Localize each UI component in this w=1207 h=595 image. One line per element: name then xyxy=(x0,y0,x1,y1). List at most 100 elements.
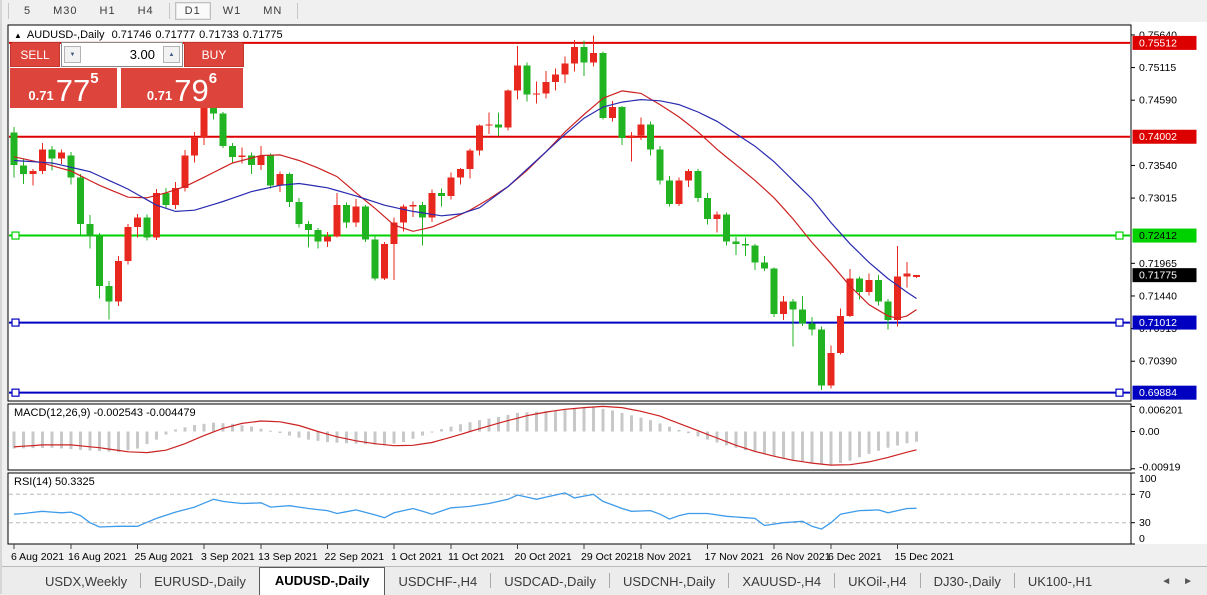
tab-xauusd-h4[interactable]: XAUUSD-,H4 xyxy=(742,574,822,589)
svg-text:0.73015: 0.73015 xyxy=(1139,193,1177,205)
price-level-lines[interactable] xyxy=(9,41,1130,397)
tab-eurusd-daily[interactable]: EURUSD-,Daily xyxy=(154,574,246,589)
svg-text:1 Oct 2021: 1 Oct 2021 xyxy=(391,551,443,563)
moving-average-lines xyxy=(13,90,917,319)
svg-text:0.74590: 0.74590 xyxy=(1139,95,1177,107)
ma-slow-blue xyxy=(13,98,917,300)
rsi-panel: 100 70 30 0 RSI(14) 50.3325 xyxy=(9,472,1157,545)
svg-text:17 Nov 2021: 17 Nov 2021 xyxy=(705,551,765,563)
ohlc-close: 0.71775 xyxy=(242,29,283,41)
svg-text:11 Oct 2021: 11 Oct 2021 xyxy=(448,551,505,563)
ohlc-low: 0.71733 xyxy=(199,29,239,41)
toolbar-separator xyxy=(8,3,9,19)
tab-audusd-daily[interactable]: AUDUSD-,Daily xyxy=(258,567,386,595)
svg-text:0.71775: 0.71775 xyxy=(1139,270,1177,282)
svg-text:0.71440: 0.71440 xyxy=(1139,290,1177,302)
price-axis-chips: 0.75512 0.74002 0.72412 0.71012 0.69884 0.717… xyxy=(1132,35,1197,400)
svg-text:-0.00919: -0.00919 xyxy=(1139,462,1181,474)
svg-text:13 Sep 2021: 13 Sep 2021 xyxy=(258,551,318,563)
svg-text:0.74002: 0.74002 xyxy=(1139,131,1177,143)
buy-price-big: 79 xyxy=(174,73,209,109)
sell-price-sup: 5 xyxy=(90,70,99,87)
buy-price-display[interactable]: 0.71 79 6 xyxy=(121,68,243,108)
svg-text:29 Oct 2021: 29 Oct 2021 xyxy=(581,551,638,563)
timeframe-toolbar: 5 M30 H1 H4 D1 W1 MN xyxy=(2,0,1207,23)
svg-text:0.71012: 0.71012 xyxy=(1139,317,1177,329)
tabs-scroll-right-icon[interactable]: ► xyxy=(1183,575,1193,587)
current-price-chip xyxy=(1132,268,1197,283)
ohlc-high: 0.71777 xyxy=(155,29,196,41)
tab-separator xyxy=(834,573,836,588)
collapse-triangle-icon[interactable]: ▲ xyxy=(14,31,22,40)
svg-text:70: 70 xyxy=(1139,489,1151,501)
tabs-scroll-left-icon[interactable]: ◄ xyxy=(1161,575,1172,587)
timeframe-button-5[interactable]: 5 xyxy=(14,2,41,20)
svg-text:22 Sep 2021: 22 Sep 2021 xyxy=(325,551,385,563)
svg-text:RSI(14) 50.3325: RSI(14) 50.3325 xyxy=(14,476,95,488)
ohlc-open: 0.71746 xyxy=(111,29,152,41)
macd-panel: 0.006201 0.00 -0.00919 MACD(12,26,9) -0.002… xyxy=(12,405,1183,474)
chart-title: ▲ AUDUSD-,Daily 0.71746 0.71777 0.71733 0.71… xyxy=(14,29,287,41)
svg-text:0.00: 0.00 xyxy=(1139,426,1160,438)
svg-text:MACD(12,26,9) -0.002543 -0.004: MACD(12,26,9) -0.002543 -0.004479 xyxy=(14,407,196,419)
timeframe-button-w1[interactable]: W1 xyxy=(213,2,252,20)
tab-usdchf-h4[interactable]: USDCHF-,H4 xyxy=(398,574,478,589)
buy-price-sup: 6 xyxy=(208,70,218,87)
tab-ukoil-h4[interactable]: UKOil-,H4 xyxy=(848,574,907,589)
tab-separator xyxy=(140,573,142,588)
svg-text:0: 0 xyxy=(1139,533,1145,545)
svg-text:26 Nov 2021: 26 Nov 2021 xyxy=(771,551,831,563)
tab-usdcnh-daily[interactable]: USDCNH-,Daily xyxy=(622,574,716,589)
svg-text:0.71965: 0.71965 xyxy=(1139,258,1177,270)
chart-stage[interactable]: 0.75640 0.75115 0.74590 0.73540 0.73015 0.719… xyxy=(2,22,1207,566)
svg-text:3 Sep 2021: 3 Sep 2021 xyxy=(201,551,255,563)
svg-text:100: 100 xyxy=(1139,473,1157,485)
svg-text:16 Aug 2021: 16 Aug 2021 xyxy=(68,551,127,563)
svg-text:0.006201: 0.006201 xyxy=(1139,405,1183,417)
volume-spinner[interactable]: ▼ 3.00 ▲ xyxy=(61,42,183,67)
volume-increase-button[interactable]: ▲ xyxy=(163,46,180,63)
svg-text:0.69884: 0.69884 xyxy=(1139,387,1177,399)
one-click-trading-panel: SELL ▼ 3.00 ▲ BUY 0.71 77 5 0.71 79 6 xyxy=(10,42,244,108)
sell-price-big: 77 xyxy=(55,73,91,109)
svg-text:0.72412: 0.72412 xyxy=(1139,230,1177,242)
time-axis[interactable]: 6 Aug 2021 16 Aug 2021 25 Aug 2021 3 Sep 20… xyxy=(11,544,954,563)
svg-text:6 Dec 2021: 6 Dec 2021 xyxy=(828,551,882,563)
tab-dj30-daily[interactable]: DJ30-,Daily xyxy=(933,574,1001,589)
timeframe-button-h1[interactable]: H1 xyxy=(90,2,126,20)
tab-separator xyxy=(919,573,921,588)
toolbar-separator xyxy=(297,3,299,19)
sell-price-display[interactable]: 0.71 77 5 xyxy=(10,68,117,108)
volume-decrease-button[interactable]: ▼ xyxy=(64,46,81,63)
timeframe-button-d1[interactable]: D1 xyxy=(174,2,211,20)
svg-text:0.70390: 0.70390 xyxy=(1139,356,1177,368)
tab-usdx-weekly[interactable]: USDX,Weekly xyxy=(45,574,128,589)
sell-price-base: 0.71 xyxy=(28,87,54,103)
tab-separator xyxy=(1013,573,1015,588)
chart-symbol-label: AUDUSD-,Daily xyxy=(26,29,105,41)
svg-text:0.75115: 0.75115 xyxy=(1139,62,1176,74)
toolbar-separator xyxy=(168,3,170,19)
svg-text:20 Oct 2021: 20 Oct 2021 xyxy=(515,551,572,563)
timeframe-button-m30[interactable]: M30 xyxy=(43,2,87,20)
svg-text:0.73540: 0.73540 xyxy=(1139,160,1177,172)
buy-button[interactable]: BUY xyxy=(184,42,244,67)
tab-uk100-h1[interactable]: UK100-,H1 xyxy=(1027,574,1093,589)
tab-usdcad-daily[interactable]: USDCAD-,Daily xyxy=(504,574,596,589)
tab-separator xyxy=(728,573,730,588)
tab-separator xyxy=(608,573,610,588)
svg-text:30: 30 xyxy=(1139,517,1151,529)
chart-tab-bar: USDX,Weekly EURUSD-,Daily AUDUSD-,Daily USD… xyxy=(2,566,1207,595)
candlestick-series xyxy=(10,35,920,390)
timeframe-button-h4[interactable]: H4 xyxy=(128,2,164,20)
svg-text:8 Nov 2021: 8 Nov 2021 xyxy=(638,551,692,563)
sell-button[interactable]: SELL xyxy=(10,42,60,67)
svg-text:15 Dec 2021: 15 Dec 2021 xyxy=(895,551,955,563)
svg-text:6 Aug 2021: 6 Aug 2021 xyxy=(11,551,64,563)
svg-text:25 Aug 2021: 25 Aug 2021 xyxy=(135,551,194,563)
volume-value[interactable]: 3.00 xyxy=(129,47,155,62)
tab-separator xyxy=(490,573,492,588)
svg-text:0.75512: 0.75512 xyxy=(1139,37,1177,49)
timeframe-button-mn[interactable]: MN xyxy=(253,2,292,20)
